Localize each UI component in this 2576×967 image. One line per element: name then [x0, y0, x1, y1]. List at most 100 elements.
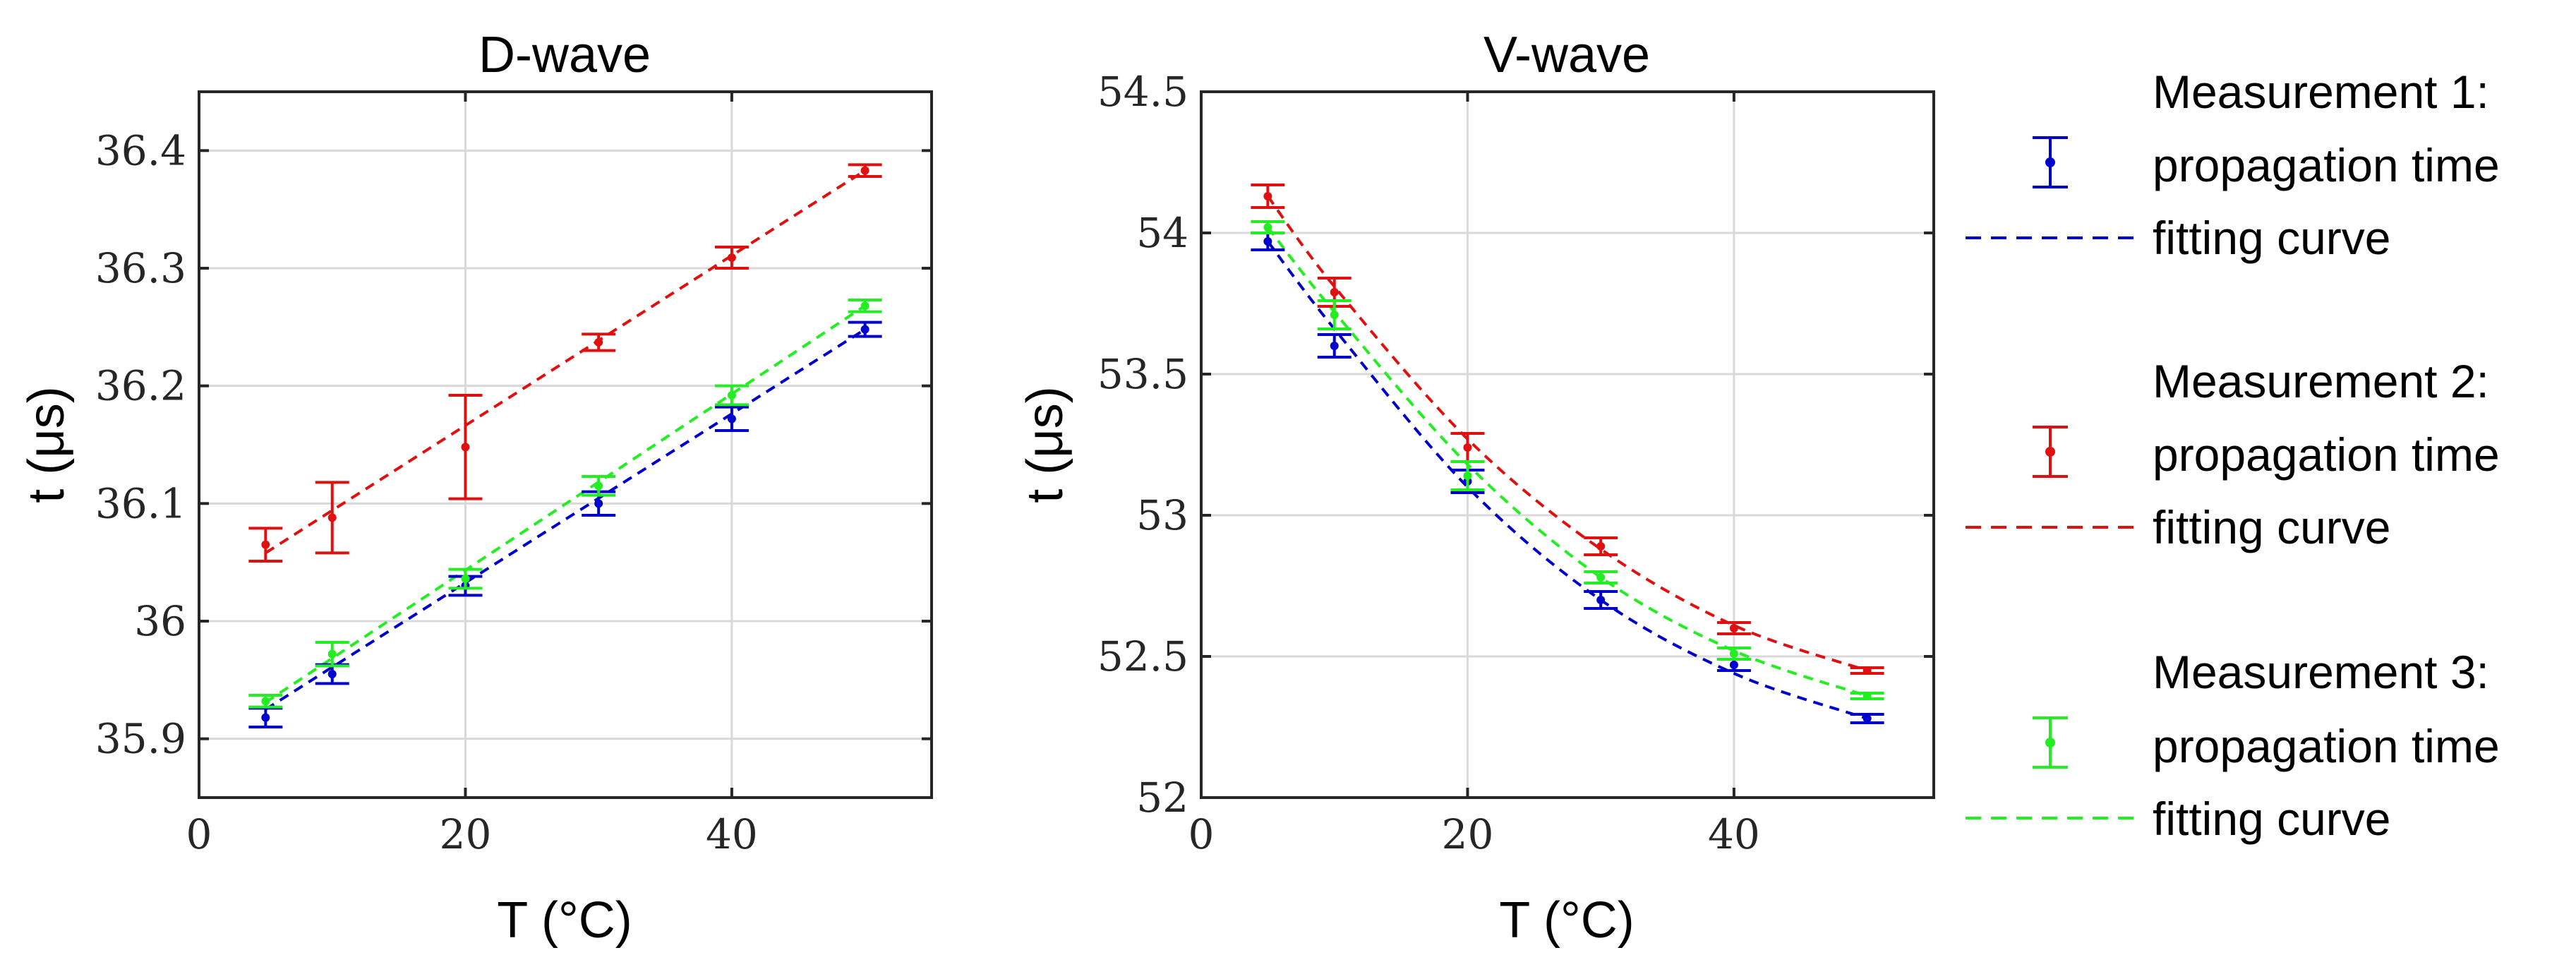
v-wave-marker-3: [1729, 649, 1738, 658]
d-wave-y-tick-label: 36.3: [95, 244, 186, 292]
v-wave-fit-curve-2: [1266, 195, 1868, 672]
d-wave-data-points: [248, 163, 882, 728]
v-wave-point-3: [1450, 460, 1485, 491]
legend-entry-2: Measurement 2: propagation time fitting …: [1966, 355, 2500, 553]
v-wave-marker-3: [1463, 472, 1472, 480]
d-wave-marker-2: [261, 540, 270, 549]
v-wave-y-tick-label: 53.5: [1097, 350, 1188, 398]
d-wave-point-2: [315, 481, 349, 555]
d-wave-marker-1: [727, 414, 736, 424]
legend-label-1: Measurement 1:: [2153, 66, 2489, 118]
legend-entry-1: Measurement 1: propagation time fitting …: [1966, 66, 2500, 264]
d-wave-point-3: [315, 641, 349, 668]
v-wave-fit-curve-1: [1266, 240, 1868, 720]
legend-label-2: Measurement 2:: [2153, 355, 2489, 407]
v-wave-marker-3: [1263, 223, 1272, 232]
v-wave-data-points: [1251, 184, 1884, 724]
d-wave-marker-1: [327, 670, 337, 678]
d-wave-point-1: [315, 663, 349, 685]
d-wave-point-2: [248, 527, 283, 563]
v-wave-x-tick-label: 20: [1442, 810, 1494, 858]
d-wave-fit-curve-2: [265, 169, 866, 555]
d-wave-marker-2: [860, 166, 869, 175]
v-wave-y-tick-label: 53: [1136, 491, 1188, 539]
v-wave-point-3: [1317, 299, 1352, 330]
d-wave-x-tick-label: 0: [186, 810, 212, 858]
v-wave-point-2: [1584, 536, 1618, 556]
legend-sublabel-1: propagation time: [2153, 139, 2500, 191]
v-wave-point-3: [1716, 647, 1751, 661]
v-wave-x-tick-label: 40: [1708, 810, 1760, 858]
d-wave-point-3: [448, 567, 483, 590]
v-wave-fit-curves: [1266, 195, 1868, 720]
legend-fit-label-3: fitting curve: [2153, 793, 2390, 845]
v-wave-marker-2: [1263, 192, 1272, 200]
d-wave-y-tick-label: 35.9: [95, 715, 186, 763]
legend-marker-1: [2045, 157, 2055, 167]
v-wave-ticks: 0 20 40 52 52.5 53 53.5 54 54.5: [1097, 68, 1934, 858]
d-wave-grid: [199, 92, 932, 798]
v-wave-y-tick-label: 54.5: [1097, 68, 1188, 116]
d-wave-marker-1: [860, 325, 869, 334]
d-wave-marker-3: [261, 697, 270, 706]
d-wave-y-tick-label: 36.2: [95, 362, 186, 410]
v-wave-marker-3: [1330, 311, 1339, 319]
d-wave-marker-2: [461, 443, 470, 452]
legend-marker-2: [2045, 447, 2055, 457]
v-wave-plot-frame: [1200, 90, 1935, 799]
d-wave-point-3: [848, 299, 882, 313]
d-wave-marker-2: [727, 253, 736, 262]
v-wave-point-3: [1850, 692, 1884, 700]
v-wave-marker-2: [1729, 624, 1738, 632]
d-wave-point-2: [848, 163, 882, 178]
legend-fit-label-1: fitting curve: [2153, 212, 2390, 264]
d-wave-point-2: [714, 246, 749, 270]
v-wave-point-2: [1450, 432, 1485, 463]
v-wave-point-1: [1584, 590, 1618, 610]
v-wave-point-1: [1317, 333, 1352, 359]
d-wave-fit-curve-3: [265, 304, 866, 704]
v-wave-y-axis-label: t (μs): [1017, 386, 1073, 503]
d-wave-y-tick-label: 36.4: [95, 126, 186, 174]
v-wave-marker-1: [1596, 596, 1606, 604]
v-wave-point-2: [1850, 666, 1884, 675]
d-wave-point-1: [248, 707, 283, 728]
v-wave-marker-1: [1330, 342, 1339, 350]
v-wave-marker-1: [1729, 661, 1738, 669]
v-wave-marker-2: [1330, 288, 1339, 296]
d-wave-ticks: 0 20 40 35.9 36 36.1 36.2 36.3 36.4: [95, 92, 932, 858]
v-wave-marker-2: [1463, 443, 1472, 452]
d-wave-x-axis-label: T (°C): [497, 892, 632, 949]
d-wave-marker-3: [461, 575, 470, 583]
d-wave-point-1: [848, 320, 882, 338]
d-wave-marker-3: [594, 481, 603, 491]
v-wave-marker-3: [1862, 692, 1872, 700]
v-wave-y-tick-label: 52.5: [1097, 632, 1188, 680]
d-wave-y-axis-label: t (μs): [18, 386, 75, 503]
v-wave-x-axis-label: T (°C): [1499, 892, 1634, 949]
legend-sublabel-2: propagation time: [2153, 428, 2500, 481]
legend-fit-label-2: fitting curve: [2153, 501, 2390, 553]
v-wave-panel: V-wave 0 20 40 52 52.5 53 53.5 54 54.5 T (°C) t …: [1017, 27, 1935, 949]
d-wave-point-2: [582, 332, 616, 352]
v-wave-grid: [1201, 92, 1934, 798]
legend-sublabel-3: propagation time: [2153, 720, 2500, 772]
v-wave-point-3: [1251, 220, 1285, 234]
d-wave-marker-3: [860, 301, 869, 311]
d-wave-marker-2: [594, 338, 603, 347]
v-wave-marker-3: [1596, 573, 1606, 582]
d-wave-y-tick-label: 36.1: [95, 479, 186, 527]
legend-entry-3: Measurement 3: propagation time fitting …: [1966, 646, 2500, 845]
d-wave-point-3: [248, 694, 283, 709]
v-wave-point-1: [1850, 713, 1884, 724]
legend-marker-3: [2045, 738, 2055, 747]
v-wave-marker-2: [1596, 542, 1606, 551]
d-wave-marker-3: [727, 391, 736, 400]
v-wave-y-tick-label: 52: [1136, 774, 1188, 822]
d-wave-x-tick-label: 40: [706, 810, 758, 858]
legend-label-3: Measurement 3:: [2153, 646, 2489, 698]
d-wave-point-3: [582, 475, 616, 497]
v-wave-point-2: [1251, 184, 1285, 209]
legend: Measurement 1: propagation time fitting …: [1966, 66, 2500, 845]
